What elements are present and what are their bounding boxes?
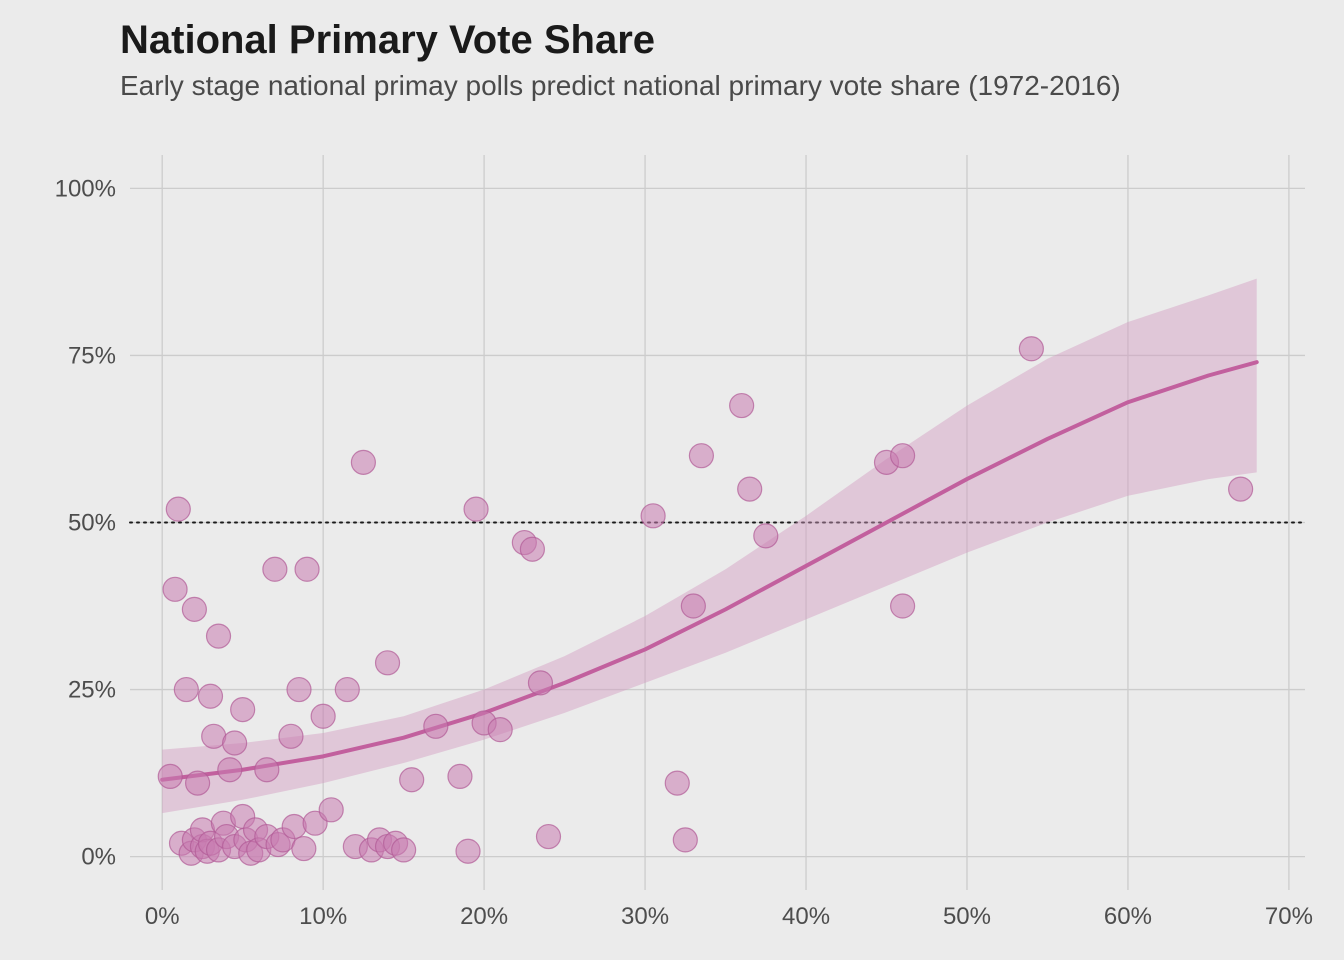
data-point: [673, 828, 697, 852]
data-point: [295, 557, 319, 581]
y-tick-label: 100%: [55, 175, 116, 202]
data-point: [681, 594, 705, 618]
data-point: [528, 671, 552, 695]
data-point: [287, 678, 311, 702]
data-point: [738, 477, 762, 501]
y-tick-label: 0%: [81, 844, 116, 871]
data-point: [263, 557, 287, 581]
data-point: [754, 524, 778, 548]
data-point: [158, 764, 182, 788]
data-point: [376, 651, 400, 675]
data-point: [174, 678, 198, 702]
data-point: [488, 718, 512, 742]
chart-subtitle: Early stage national primay polls predic…: [120, 70, 1121, 102]
data-point: [456, 839, 480, 863]
data-point: [319, 798, 343, 822]
data-point: [536, 825, 560, 849]
data-point: [292, 837, 316, 861]
data-point: [282, 815, 306, 839]
data-point: [689, 444, 713, 468]
chart-container: National Primary Vote Share Early stage …: [0, 0, 1344, 960]
data-point: [218, 758, 242, 782]
x-tick-label: 40%: [782, 903, 830, 930]
data-point: [1229, 477, 1253, 501]
data-point: [641, 504, 665, 528]
data-point: [182, 597, 206, 621]
data-point: [400, 768, 424, 792]
data-point: [464, 497, 488, 521]
x-tick-label: 70%: [1265, 903, 1313, 930]
data-point: [231, 698, 255, 722]
data-point: [424, 714, 448, 738]
data-point: [255, 758, 279, 782]
data-point: [351, 450, 375, 474]
x-tick-label: 20%: [460, 903, 508, 930]
data-point: [730, 394, 754, 418]
y-tick-label: 25%: [68, 677, 116, 704]
y-tick-label: 75%: [68, 342, 116, 369]
scatter-plot: 0% 10% 20% 30% 40% 50% 60% 70% 0% 25% 50% 75% 100%: [0, 0, 1344, 960]
data-point: [665, 771, 689, 795]
data-point: [186, 771, 210, 795]
x-tick-label: 0%: [145, 903, 180, 930]
data-point: [392, 838, 416, 862]
data-point: [520, 537, 544, 561]
data-point: [1019, 337, 1043, 361]
data-point: [223, 731, 247, 755]
data-point: [891, 444, 915, 468]
data-point: [166, 497, 190, 521]
data-point: [448, 764, 472, 788]
data-point: [335, 678, 359, 702]
x-tick-label: 50%: [943, 903, 991, 930]
data-point: [198, 684, 222, 708]
y-tick-label: 50%: [68, 510, 116, 537]
x-tick-label: 30%: [621, 903, 669, 930]
confidence-ribbon: [162, 279, 1257, 814]
data-point: [891, 594, 915, 618]
x-tick-label: 10%: [299, 903, 347, 930]
data-point: [163, 577, 187, 601]
x-tick-label: 60%: [1104, 903, 1152, 930]
chart-title: National Primary Vote Share: [120, 18, 655, 63]
data-point: [311, 704, 335, 728]
data-point: [207, 624, 231, 648]
data-point: [202, 724, 226, 748]
data-point: [279, 724, 303, 748]
